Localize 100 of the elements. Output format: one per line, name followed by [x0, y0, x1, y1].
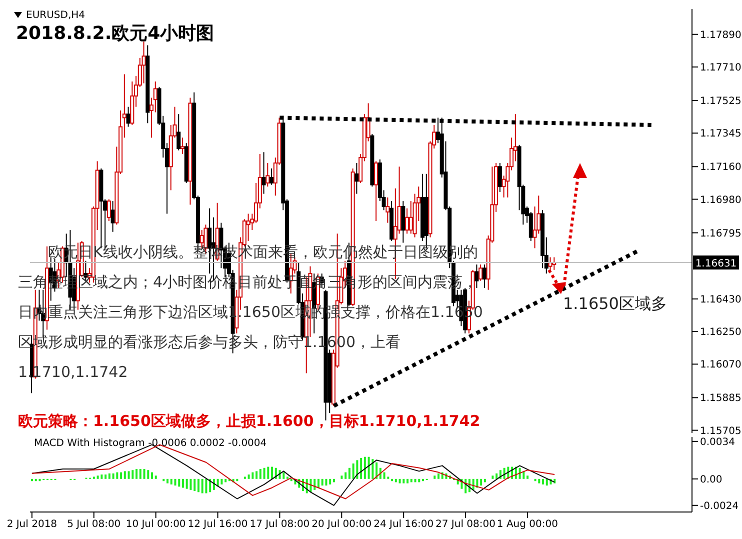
y-tick-label: 0.00: [700, 474, 722, 486]
bar: [143, 468, 146, 479]
bar: [526, 476, 529, 479]
x-tick-label: 10 Jul 00:00: [126, 519, 186, 530]
y-tick-label: 1.16430: [700, 294, 742, 306]
candlestick: [408, 200, 413, 234]
candlestick: [106, 198, 111, 222]
bar: [406, 478, 409, 484]
candlestick: [474, 264, 479, 289]
bar: [186, 478, 188, 489]
bar: [398, 478, 401, 484]
bar: [332, 478, 335, 482]
text: 2018.8.2.欧元4小时图: [16, 22, 214, 45]
y-tick-label: 1.17890: [700, 30, 742, 41]
x-tick-label: 1 Aug 00:00: [496, 519, 558, 530]
candlestick: [498, 162, 502, 193]
bar: [170, 478, 172, 484]
bar: [348, 468, 350, 479]
y-tick-label: -0.0024: [700, 500, 739, 512]
candlestick: [354, 162, 359, 194]
bar: [317, 478, 320, 488]
y-tick-label: 1.17710: [700, 62, 742, 74]
candlestick: [176, 114, 181, 151]
bar: [120, 472, 122, 479]
bar: [166, 478, 168, 484]
bar: [100, 474, 103, 479]
bar: [220, 478, 223, 484]
y-tick-label: 1.16980: [700, 194, 742, 206]
x-tick-label: 5 Jul 08:00: [67, 519, 121, 530]
bar: [329, 478, 332, 484]
bar: [108, 473, 110, 479]
bar: [116, 472, 118, 479]
x-tick-label: 20 Jul 00:00: [312, 519, 372, 530]
bar: [480, 478, 482, 486]
x-tick-label: 17 Jul 08:00: [250, 519, 310, 530]
bar: [394, 478, 397, 482]
y-tick-label: 0.0034: [700, 436, 735, 448]
bar: [364, 456, 366, 479]
x-tick-label: 12 Jul 16:00: [188, 519, 248, 530]
bar: [344, 472, 347, 479]
candlestick: [374, 160, 378, 222]
candlestick: [270, 168, 274, 186]
candlestick: [110, 200, 115, 232]
y-tick-label: 1.16795: [700, 228, 742, 240]
y-tick-label: 1.17160: [700, 162, 742, 174]
bar: [201, 478, 204, 494]
bar: [538, 478, 540, 484]
bar: [518, 468, 521, 479]
candlestick: [266, 162, 270, 188]
bar: [194, 478, 196, 492]
bar: [252, 472, 254, 479]
bar: [437, 473, 440, 479]
candlestick: [180, 137, 184, 154]
bar: [546, 478, 548, 486]
bar: [340, 476, 343, 479]
bar: [197, 478, 200, 492]
y-tick-label: 1.17525: [700, 96, 742, 108]
y-tick-label: 1.16070: [700, 360, 742, 371]
bar: [402, 478, 405, 484]
bar: [410, 478, 412, 482]
x-tick-label: 27 Jul 08:00: [436, 519, 496, 530]
bar: [124, 471, 126, 479]
bar: [352, 463, 354, 479]
bar: [224, 478, 227, 482]
chart-subtitle: EURUSD,H4: [26, 10, 86, 21]
y-tick-label: 1.15705: [700, 426, 742, 437]
bar: [542, 478, 544, 484]
bar: [132, 470, 134, 479]
y-tick-label: 1.15885: [700, 393, 742, 404]
bar: [151, 472, 154, 479]
bar: [496, 473, 498, 479]
bar: [154, 476, 157, 479]
bar: [190, 478, 192, 490]
annotation: 欧元策略：1.1650区域做多，止损1.1600，目标1.1710,1.1742: [18, 412, 480, 431]
y-tick-label: 1.16250: [700, 327, 742, 338]
bar: [321, 478, 324, 486]
bar: [248, 474, 250, 479]
bar: [147, 470, 150, 479]
candlestick: [262, 152, 266, 194]
bar: [263, 468, 266, 479]
candlestick: [246, 213, 250, 242]
candlestick: [401, 200, 406, 244]
bar: [372, 459, 374, 479]
x-tick-label: 24 Jul 16:00: [374, 519, 434, 530]
bar: [112, 473, 114, 479]
candlestick: [386, 196, 390, 224]
bar: [492, 476, 494, 479]
candlestick: [405, 208, 410, 234]
bar: [139, 468, 142, 479]
bar: [205, 478, 208, 494]
bar: [282, 472, 285, 479]
bar: [256, 471, 258, 479]
bar: [96, 476, 99, 479]
x-tick-label: 2 Jul 2018: [6, 519, 58, 530]
bar: [383, 472, 386, 479]
bar: [209, 478, 212, 492]
y-tick-label: 1.17345: [700, 128, 742, 140]
bar: [314, 478, 316, 490]
bar: [259, 468, 262, 479]
bar: [376, 462, 378, 479]
